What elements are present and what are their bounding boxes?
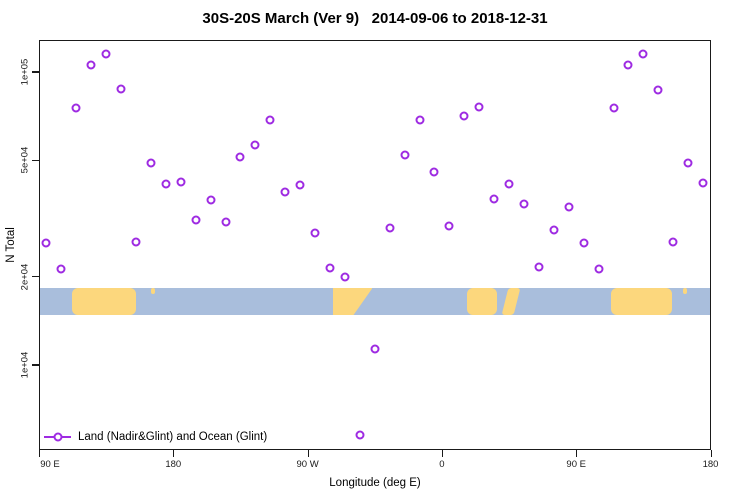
data-point [519, 199, 529, 209]
x-tick-mark [173, 450, 175, 457]
data-point [429, 167, 439, 177]
legend-marker-icon [53, 432, 62, 442]
data-point [71, 103, 81, 113]
y-axis-title: N Total [5, 227, 17, 263]
land-patch-africa [467, 288, 498, 315]
x-tick-label: 0 [439, 459, 445, 470]
data-point [474, 102, 484, 112]
data-point [504, 179, 514, 189]
data-point [579, 238, 589, 248]
data-point [86, 60, 96, 70]
data-point [459, 111, 469, 121]
data-point [146, 158, 156, 168]
chart-title: 30S-20S March (Ver 9) 2014-09-06 to 2018… [202, 10, 548, 27]
data-point [265, 115, 275, 125]
land-patch-australia-wrap [610, 288, 672, 315]
plot-area [39, 40, 711, 450]
data-point [549, 225, 559, 235]
legend-label: Land (Nadir&Glint) and Ocean (Glint) [78, 431, 268, 443]
ocean-band [40, 288, 710, 315]
data-point [609, 103, 618, 113]
data-point [415, 115, 425, 125]
data-point [638, 49, 648, 59]
x-tick-mark [576, 450, 578, 457]
data-point [668, 237, 678, 247]
data-point [221, 217, 231, 227]
y-tick-label: 1e+05 [19, 58, 31, 86]
data-point [564, 202, 574, 212]
data-point [534, 262, 544, 272]
data-point [131, 237, 141, 247]
data-point [594, 264, 604, 274]
x-tick-label: 90 W [296, 459, 319, 470]
data-point [41, 238, 51, 248]
data-point [56, 264, 66, 274]
x-axis-title: Longitude (deg E) [329, 477, 421, 489]
x-tick-label: 180 [165, 459, 182, 470]
x-tick-mark [710, 450, 712, 457]
data-point [653, 85, 663, 95]
data-point [191, 215, 201, 225]
x-tick-label: 90 E [40, 459, 60, 470]
data-point [444, 221, 454, 231]
data-point [280, 187, 290, 197]
x-tick-label: 180 [702, 459, 719, 470]
data-point [235, 152, 245, 162]
data-point [385, 223, 395, 233]
y-tick-mark [32, 276, 39, 278]
data-point [101, 49, 111, 59]
y-tick-mark [32, 71, 39, 73]
data-point [683, 158, 693, 168]
x-tick-label: 90 E [566, 459, 586, 470]
data-point [489, 194, 499, 204]
y-tick-label: 5e+04 [19, 146, 31, 174]
land-patch-south-america [332, 288, 373, 315]
land-patch-new-caledonia [150, 288, 156, 294]
data-point [698, 178, 708, 188]
x-tick-mark [441, 450, 444, 457]
data-point [370, 344, 380, 354]
data-point [623, 60, 633, 70]
x-tick-mark [307, 450, 309, 457]
data-point [325, 263, 335, 273]
data-point [206, 195, 216, 205]
x-tick-mark [39, 450, 41, 457]
data-point [161, 179, 171, 189]
data-point [295, 180, 305, 190]
data-point [355, 430, 365, 440]
data-point [310, 228, 320, 238]
y-tick-mark [32, 159, 39, 161]
data-point [250, 140, 260, 150]
land-patch-australia [71, 288, 136, 315]
data-point [116, 84, 126, 94]
land-patch-new-caledonia-wrap [682, 288, 688, 294]
y-tick-label: 2e+04 [19, 263, 31, 291]
y-tick-mark [32, 364, 39, 366]
data-point [340, 272, 350, 282]
y-tick-label: 1e+04 [19, 351, 31, 379]
land-patch-madagascar [501, 288, 520, 315]
data-point [176, 177, 186, 187]
data-point [400, 150, 410, 160]
